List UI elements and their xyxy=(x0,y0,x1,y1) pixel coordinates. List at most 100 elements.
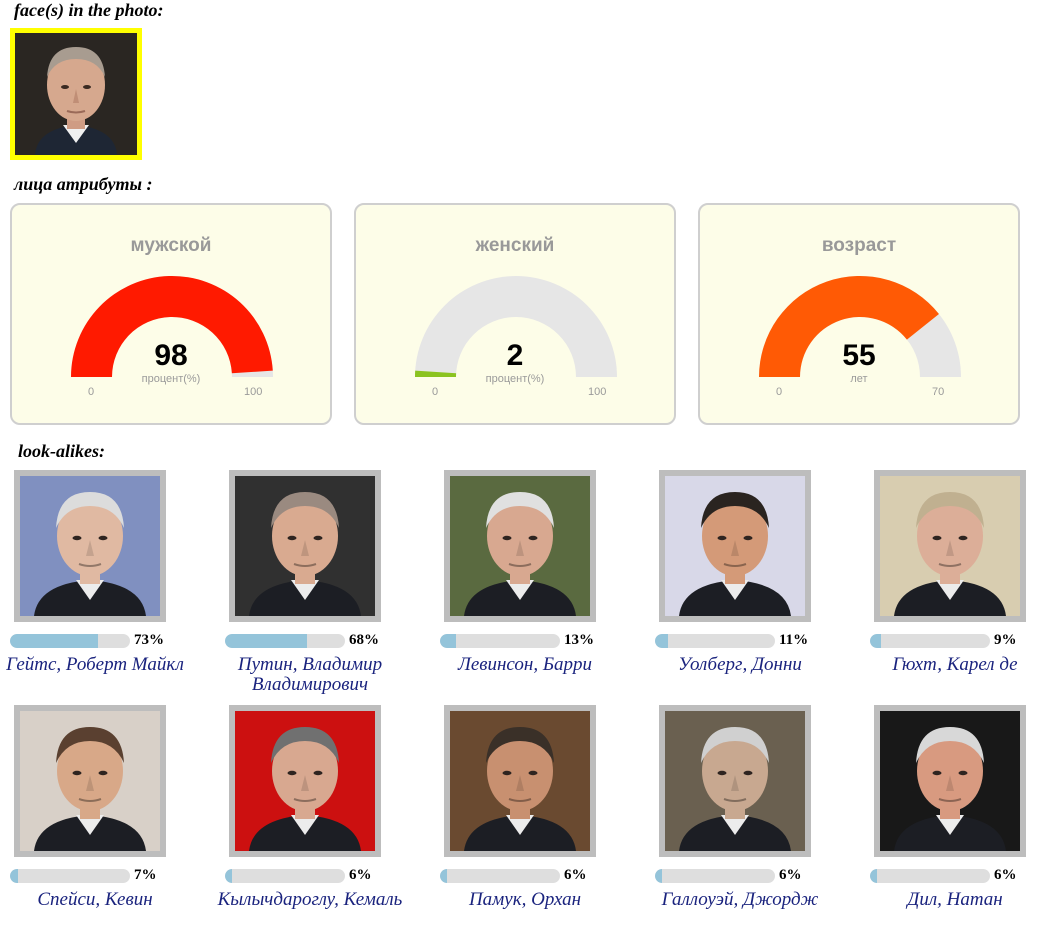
similarity-bar xyxy=(655,634,775,648)
similarity-percent: 13% xyxy=(564,632,594,648)
lookalike-name-link[interactable]: Дил, Натан xyxy=(907,889,1003,910)
face-photo-icon xyxy=(880,711,1020,851)
lookalike-item: 68% Путин, Владимир Владимирович xyxy=(225,470,435,700)
similarity-bar-fill xyxy=(440,869,448,883)
lookalike-item: 6% Кылычдароглу, Кемаль xyxy=(218,705,435,935)
gauge-dial-male xyxy=(71,276,273,377)
gauge-fill xyxy=(415,370,457,377)
lookalike-photo[interactable] xyxy=(229,470,381,622)
gauge-min-label: 0 xyxy=(776,386,783,398)
lookalike-photo[interactable] xyxy=(14,705,166,857)
similarity-bar-fill xyxy=(10,634,98,648)
gauge-title: возраст xyxy=(821,235,897,256)
lookalike-item: 7% Спейси, Кевин xyxy=(10,705,220,935)
gauge-title: женский xyxy=(475,235,555,256)
similarity-bar xyxy=(655,869,775,883)
face-photo-icon xyxy=(880,476,1020,616)
gauge-unit-label: лет xyxy=(850,373,868,385)
lookalike-name-link[interactable]: Путин, Владимир Владимирович xyxy=(237,654,383,695)
lookalike-item: 6% Памук, Орхан xyxy=(440,705,650,935)
similarity-bar xyxy=(870,634,990,648)
gauge-title: мужской xyxy=(130,235,212,256)
gauge-unit-label: процент(%) xyxy=(141,373,201,385)
lookalike-photo[interactable] xyxy=(874,470,1026,622)
similarity-bar xyxy=(440,634,560,648)
similarity-bar xyxy=(440,869,560,883)
gauge-max-label: 100 xyxy=(588,386,607,398)
lookalike-photo[interactable] xyxy=(14,470,166,622)
faces-section-title: face(s) in the photo: xyxy=(14,0,164,20)
similarity-bar xyxy=(225,634,345,648)
similarity-percent: 6% xyxy=(349,867,372,883)
face-photo-icon xyxy=(15,33,137,155)
lookalike-item: 13% Левинсон, Барри xyxy=(440,470,650,700)
similarity-bar-fill xyxy=(655,634,669,648)
lookalike-photo[interactable] xyxy=(444,470,596,622)
lookalike-name-link[interactable]: Левинсон, Барри xyxy=(457,654,593,675)
similarity-bar-fill xyxy=(225,634,307,648)
face-photo-icon xyxy=(20,711,160,851)
gauge-value: 98 xyxy=(154,339,188,372)
similarity-percent: 7% xyxy=(134,867,157,883)
lookalike-name-link[interactable]: Гюхт, Карел де xyxy=(892,654,1018,675)
face-photo-icon xyxy=(450,711,590,851)
detected-face-thumbnail[interactable] xyxy=(10,28,142,160)
similarity-percent: 9% xyxy=(994,632,1017,648)
face-photo-icon xyxy=(450,476,590,616)
lookalike-item: 9% Гюхт, Карел де xyxy=(870,470,1040,700)
gauge-fill xyxy=(71,276,273,377)
lookalike-photo[interactable] xyxy=(874,705,1026,857)
similarity-percent: 6% xyxy=(779,867,802,883)
similarity-bar-fill xyxy=(225,869,233,883)
gauge-min-label: 0 xyxy=(432,386,439,398)
gauge-card-age: возраст 55 лет 0 70 xyxy=(698,203,1020,425)
gauge-max-label: 70 xyxy=(932,386,945,398)
gauge-max-label: 100 xyxy=(244,386,263,398)
lookalike-name-link[interactable]: Гейтс, Роберт Майкл xyxy=(6,654,184,675)
similarity-bar-fill xyxy=(440,634,456,648)
face-photo-icon xyxy=(665,476,805,616)
gauge-track xyxy=(415,276,617,377)
similarity-bar xyxy=(10,634,130,648)
face-photo-icon xyxy=(665,711,805,851)
gauge-card-female: женский 2 процент(%) 0 100 xyxy=(354,203,676,425)
gauge-value: 2 xyxy=(506,339,524,372)
similarity-bar xyxy=(10,869,130,883)
lookalike-item: 73% Гейтс, Роберт Майкл xyxy=(6,470,220,700)
lookalike-item: 11% Уолберг, Донни xyxy=(655,470,865,700)
similarity-bar-fill xyxy=(10,869,19,883)
similarity-percent: 73% xyxy=(134,632,164,648)
similarity-bar xyxy=(870,869,990,883)
face-photo-icon xyxy=(20,476,160,616)
gauge-unit-label: процент(%) xyxy=(485,373,545,385)
gauge-dial-age xyxy=(759,276,961,377)
gauge-value: 55 xyxy=(842,339,876,372)
lookalike-item: 6% Дил, Натан xyxy=(870,705,1040,935)
lookalike-name-link[interactable]: Кылычдароглу, Кемаль xyxy=(217,889,403,910)
gauge-fill xyxy=(759,276,939,377)
similarity-percent: 6% xyxy=(994,867,1017,883)
face-photo-icon xyxy=(235,476,375,616)
lookalike-item: 6% Галлоуэй, Джордж xyxy=(655,705,865,935)
similarity-bar-fill xyxy=(655,869,663,883)
attributes-section-title: лица атрибуты : xyxy=(14,174,153,194)
lookalike-photo[interactable] xyxy=(229,705,381,857)
similarity-percent: 68% xyxy=(349,632,379,648)
lookalike-name-link[interactable]: Спейси, Кевин xyxy=(37,889,153,910)
lookalikes-section-title: look-alikes: xyxy=(18,441,105,461)
similarity-percent: 11% xyxy=(779,632,809,648)
lookalike-photo[interactable] xyxy=(659,470,811,622)
similarity-percent: 6% xyxy=(564,867,587,883)
lookalike-name-link[interactable]: Памук, Орхан xyxy=(468,889,582,910)
lookalike-name-link[interactable]: Галлоуэй, Джордж xyxy=(661,889,819,910)
lookalike-photo[interactable] xyxy=(659,705,811,857)
similarity-bar-fill xyxy=(870,634,881,648)
lookalike-name-link[interactable]: Уолберг, Донни xyxy=(678,654,802,675)
lookalike-photo[interactable] xyxy=(444,705,596,857)
gauge-min-label: 0 xyxy=(88,386,95,398)
gauge-card-male: мужской 98 процент(%) 0 100 xyxy=(10,203,332,425)
similarity-bar xyxy=(225,869,345,883)
face-photo-icon xyxy=(235,711,375,851)
gauge-dial-female xyxy=(415,276,617,377)
similarity-bar-fill xyxy=(870,869,878,883)
